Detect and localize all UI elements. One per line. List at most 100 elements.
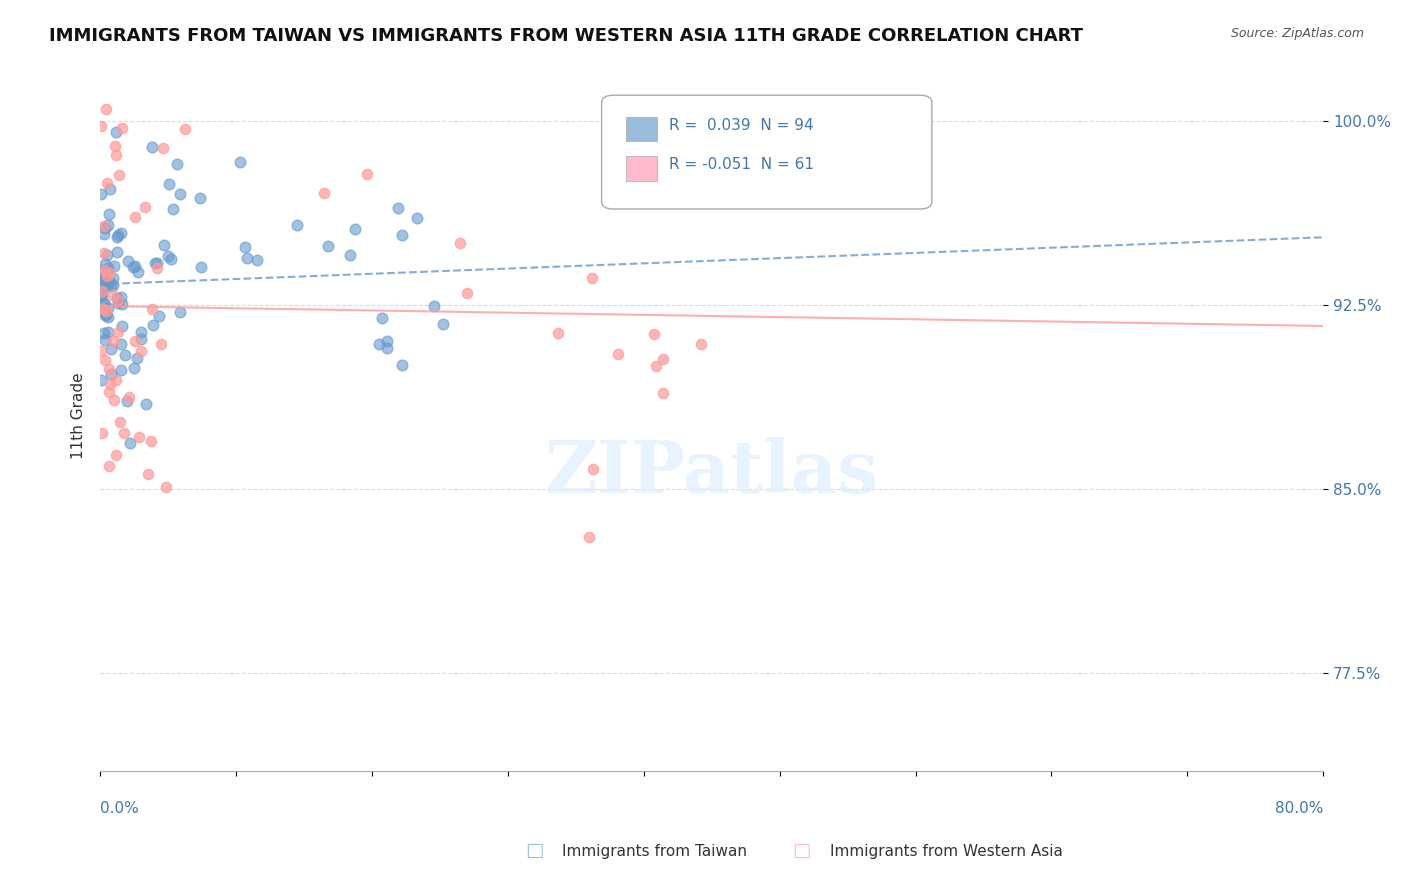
Western Asia — [96, 176, 118, 190]
Western Asia — [149, 337, 172, 351]
Western Asia — [91, 425, 114, 440]
Y-axis label: 11th Grade: 11th Grade — [72, 372, 86, 458]
Western Asia — [141, 302, 163, 317]
Taiwan — [97, 207, 120, 221]
Western Asia — [97, 384, 120, 399]
Taiwan — [94, 333, 117, 347]
Western Asia — [651, 352, 673, 367]
Western Asia — [98, 266, 121, 280]
Taiwan — [96, 248, 118, 262]
FancyBboxPatch shape — [602, 95, 932, 209]
Taiwan — [117, 254, 139, 268]
Taiwan — [91, 282, 114, 296]
Taiwan — [246, 252, 269, 267]
Western Asia — [96, 102, 118, 116]
Taiwan — [233, 240, 256, 254]
Western Asia — [111, 120, 134, 135]
Taiwan — [101, 270, 124, 285]
Text: IMMIGRANTS FROM TAIWAN VS IMMIGRANTS FROM WESTERN ASIA 11TH GRADE CORRELATION CH: IMMIGRANTS FROM TAIWAN VS IMMIGRANTS FRO… — [49, 27, 1083, 45]
Western Asia — [643, 326, 665, 341]
Western Asia — [652, 385, 675, 400]
Taiwan — [160, 252, 183, 266]
Taiwan — [375, 334, 398, 348]
Taiwan — [375, 342, 398, 356]
Taiwan — [391, 358, 413, 372]
Taiwan — [90, 287, 112, 301]
Western Asia — [606, 347, 628, 361]
Taiwan — [110, 337, 132, 351]
Taiwan — [135, 397, 157, 411]
Western Asia — [93, 219, 115, 233]
Western Asia — [138, 467, 160, 482]
Western Asia — [98, 458, 121, 473]
Western Asia — [118, 390, 141, 404]
Taiwan — [98, 182, 121, 196]
Western Asia — [90, 284, 112, 298]
Taiwan — [100, 342, 122, 356]
Taiwan — [110, 297, 132, 311]
Taiwan — [91, 271, 114, 285]
Western Asia — [312, 186, 335, 200]
Taiwan — [387, 201, 409, 215]
Taiwan — [90, 186, 112, 201]
Taiwan — [93, 227, 115, 242]
Taiwan — [103, 259, 125, 273]
Taiwan — [114, 348, 136, 362]
Taiwan — [97, 218, 120, 232]
Taiwan — [110, 226, 132, 240]
Western Asia — [578, 530, 600, 544]
Western Asia — [90, 343, 112, 358]
Text: R = -0.051  N = 61: R = -0.051 N = 61 — [669, 157, 814, 171]
Western Asia — [101, 288, 124, 302]
Taiwan — [316, 238, 339, 252]
Taiwan — [391, 227, 413, 242]
Western Asia — [101, 334, 124, 348]
Taiwan — [94, 257, 117, 271]
Western Asia — [124, 210, 146, 224]
Taiwan — [98, 273, 121, 287]
Western Asia — [456, 286, 478, 301]
Text: □: □ — [792, 841, 811, 860]
Western Asia — [669, 114, 692, 128]
Taiwan — [162, 202, 184, 216]
Western Asia — [94, 352, 117, 367]
Taiwan — [90, 272, 112, 286]
Taiwan — [90, 263, 112, 277]
Taiwan — [129, 325, 152, 339]
Taiwan — [96, 279, 118, 293]
Western Asia — [124, 334, 146, 348]
Western Asia — [104, 148, 127, 162]
Taiwan — [406, 211, 429, 225]
Taiwan — [145, 256, 167, 270]
Taiwan — [432, 317, 454, 331]
Taiwan — [188, 191, 211, 205]
Western Asia — [104, 373, 127, 387]
Western Asia — [449, 236, 471, 251]
FancyBboxPatch shape — [626, 156, 657, 180]
Taiwan — [94, 308, 117, 322]
Taiwan — [120, 436, 142, 450]
Western Asia — [581, 462, 603, 476]
Western Asia — [152, 141, 174, 155]
Text: R =  0.039  N = 94: R = 0.039 N = 94 — [669, 118, 814, 133]
Western Asia — [155, 480, 177, 494]
Western Asia — [91, 302, 114, 317]
Taiwan — [97, 261, 120, 276]
Western Asia — [107, 325, 129, 339]
Taiwan — [339, 248, 361, 262]
Taiwan — [97, 310, 120, 324]
Taiwan — [93, 326, 115, 341]
Western Asia — [704, 114, 727, 128]
Taiwan — [121, 260, 143, 274]
Western Asia — [145, 260, 167, 275]
Western Asia — [96, 269, 118, 284]
Western Asia — [644, 359, 666, 374]
Western Asia — [107, 293, 129, 308]
Taiwan — [157, 178, 180, 192]
Taiwan — [110, 363, 132, 377]
Western Asia — [104, 139, 127, 153]
Taiwan — [91, 274, 114, 288]
Taiwan — [100, 367, 122, 381]
Taiwan — [94, 308, 117, 322]
Western Asia — [94, 304, 117, 318]
